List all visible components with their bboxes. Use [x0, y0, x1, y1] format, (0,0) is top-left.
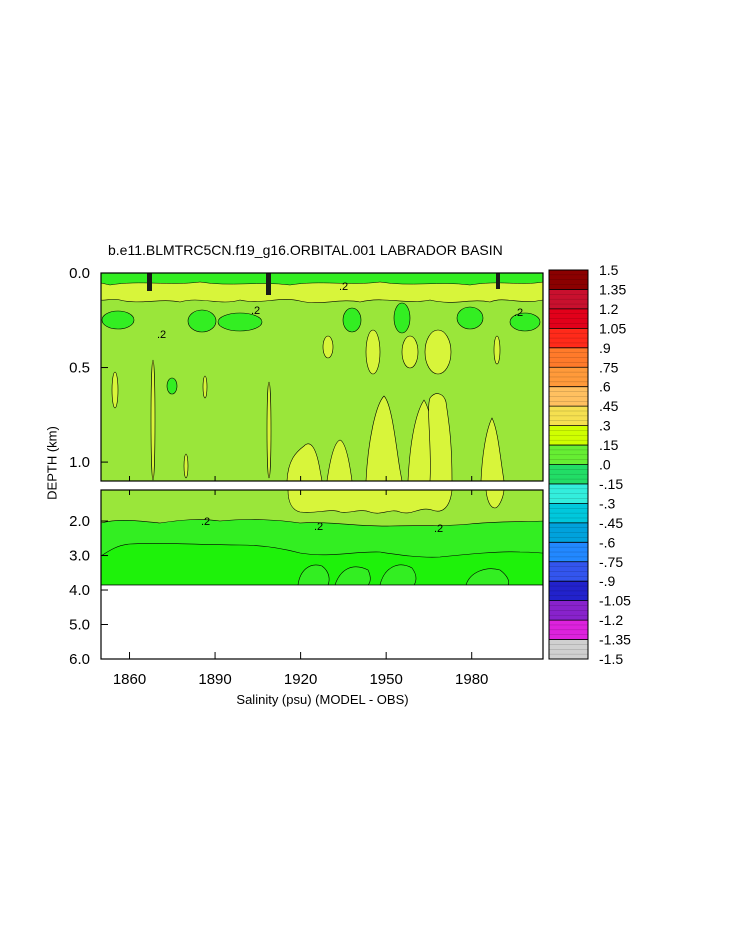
x-tick-label: 1980: [455, 671, 488, 688]
contour-label: .2: [339, 281, 348, 293]
colorbar-tick-label: -1.05: [599, 593, 631, 609]
axes-layer: 1860 1890 1920 1950 1980 0.0 0.5 1.0 2.0 3.0 4.0 5.…: [69, 265, 488, 688]
colorbar-segment: [549, 581, 588, 601]
colorbar-tick-label: .75: [599, 359, 619, 375]
contour-label: .2: [201, 516, 210, 528]
below-seafloor-mask: [101, 585, 543, 659]
y-tick-label: 1.0: [69, 454, 90, 471]
contour-label: .2: [314, 521, 323, 533]
contour-label: .2: [514, 307, 523, 319]
colorbar: 1.5 1.35 1.2 1.05 .9 .75 .6 .45 .3 .15 .0 -.15 -.3 -.…: [548, 262, 631, 667]
colorbar-tick-label: -.45: [599, 515, 623, 531]
upper-positive-plumes: [111, 329, 505, 481]
colorbar-segment: [549, 483, 588, 504]
colorbar-segment: [549, 503, 588, 523]
colorbar-tick-label: .6: [599, 379, 611, 395]
colorbar-tick-label: .15: [599, 437, 619, 453]
surface-darker-streaks: [101, 273, 543, 286]
bottom-bulges: [297, 564, 510, 586]
colorbar-segment: [549, 308, 588, 329]
colorbar-segment: [549, 445, 588, 465]
colorbar-tick-label: -1.2: [599, 612, 623, 628]
chart-title: b.e11.BLMTRC5CN.f19_g16.ORBITAL.001 LABR…: [108, 242, 503, 258]
colorbar-segment: [549, 367, 588, 387]
y-tick-label: 3.0: [69, 548, 90, 565]
x-tick-label: 1950: [369, 671, 402, 688]
colorbar-segment: [549, 561, 588, 582]
y-tick-label: 6.0: [69, 651, 90, 668]
colorbar-tick-label: -.3: [599, 495, 616, 511]
colorbar-tick-label: -1.35: [599, 632, 631, 648]
y-tick-label: 4.0: [69, 582, 90, 599]
lower-panel-frame: [100, 489, 544, 660]
colorbar-tick-label: -.6: [599, 534, 616, 550]
y-tick-label: 0.5: [69, 360, 90, 377]
colorbar-segment: [549, 386, 588, 407]
surface-dark-columns: [147, 273, 500, 295]
colorbar-tick-label: 1.5: [599, 262, 619, 278]
colorbar-tick-label: 1.35: [599, 281, 626, 297]
colorbar-tick-label: -.9: [599, 573, 616, 589]
colorbar-frame: [548, 269, 589, 660]
bottom-band: [101, 543, 543, 586]
upper-panel-frame: [100, 272, 544, 482]
colorbar-segment: [549, 542, 588, 562]
x-tick-label: 1860: [113, 671, 146, 688]
colorbar-segment: [549, 620, 588, 640]
x-tick-label: 1890: [198, 671, 231, 688]
colorbar-tick-label: 1.05: [599, 320, 626, 336]
colorbar-tick-label: .9: [599, 340, 611, 356]
contour-label: .2: [157, 329, 166, 341]
contour-label: .2: [434, 523, 443, 535]
colorbar-segment: [549, 425, 588, 446]
contour-labels: .2 .2 .2 .2 .2 .2 .2: [157, 281, 523, 535]
colorbar-tick-label: -.15: [599, 476, 623, 492]
colorbar-tick-label: .45: [599, 398, 619, 414]
y-tick-label: 2.0: [69, 513, 90, 530]
colorbar-segment: [549, 464, 588, 484]
colorbar-segment: [549, 289, 588, 309]
colorbar-segment: [549, 270, 588, 290]
colorbar-segment: [549, 600, 588, 621]
y-tick-label: 5.0: [69, 617, 90, 634]
colorbar-segment: [549, 328, 588, 348]
colorbar-tick-label: .0: [599, 457, 611, 473]
colorbar-tick-label: -.75: [599, 554, 623, 570]
colorbar-segment: [549, 639, 588, 659]
lower-positive-top: [287, 490, 505, 514]
colorbar-segment: [549, 522, 588, 543]
x-tick-label: 1920: [284, 671, 317, 688]
colorbar-tick-label: -1.5: [599, 651, 623, 667]
y-tick-label: 0.0: [69, 265, 90, 282]
upper-panel-field: [101, 273, 543, 481]
upper-subsurface-blobs: [101, 302, 541, 395]
colorbar-segment: [549, 406, 588, 426]
colorbar-tick-label: 1.2: [599, 301, 619, 317]
upper-panel-background: [101, 273, 543, 481]
lower-panel-field: [101, 490, 543, 659]
contour-label: .2: [251, 305, 260, 317]
x-axis-label: Salinity (psu) (MODEL - OBS): [236, 692, 409, 707]
colorbar-segment: [549, 347, 588, 368]
colorbar-tick-label: .3: [599, 418, 611, 434]
